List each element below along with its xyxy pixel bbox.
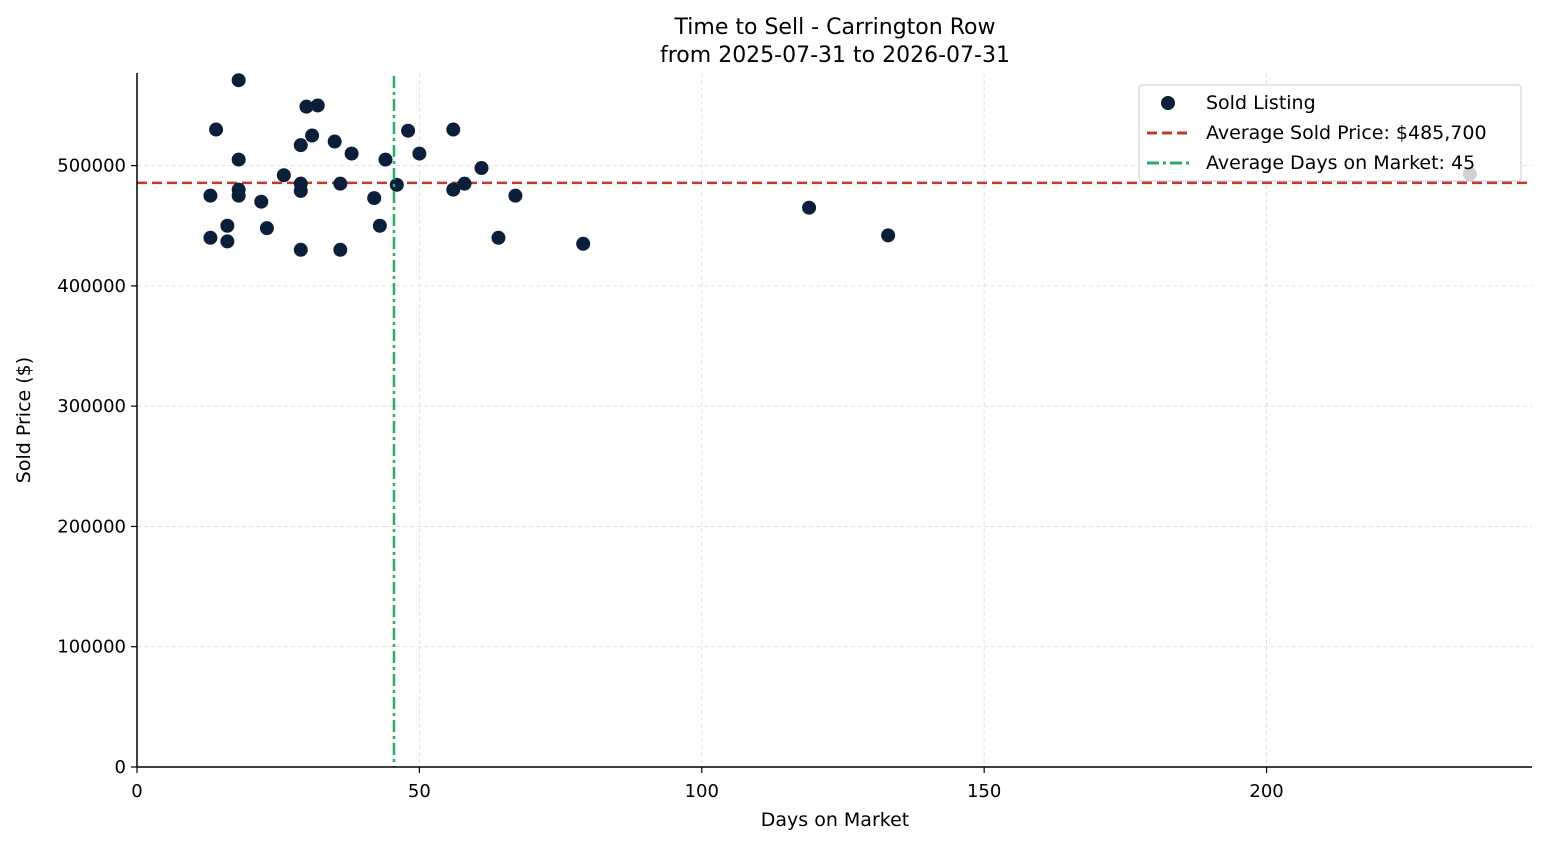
chart-title: Time to Sell - Carrington Row (674, 15, 996, 40)
sold-listing-point (389, 177, 404, 192)
sold-listing-point (446, 182, 461, 197)
sold-listing-point (327, 134, 342, 149)
legend-label-sold: Sold Listing (1206, 92, 1316, 114)
sold-listing-point (259, 221, 274, 236)
sold-listing-point (344, 146, 359, 161)
sold-listing-point (293, 138, 308, 153)
sold-listing-point (412, 146, 427, 161)
y-tick-label: 500000 (57, 156, 126, 177)
sold-listing-point (299, 99, 314, 114)
sold-listing-point (333, 242, 348, 257)
sold-listing-point (209, 122, 224, 137)
sold-listing-point (333, 176, 348, 191)
y-tick-label: 400000 (57, 276, 126, 297)
sold-listing-point (372, 218, 387, 233)
y-tick-label: 0 (115, 757, 126, 778)
sold-listing-point (474, 161, 489, 176)
sold-listing-point (367, 191, 382, 206)
y-tick-label: 300000 (57, 396, 126, 417)
sold-listing-point (378, 152, 393, 167)
x-axis-label: Days on Market (761, 809, 909, 831)
sold-listing-point (220, 218, 235, 233)
sold-listing-point (401, 123, 416, 138)
x-tick-label: 100 (685, 781, 719, 802)
sold-listing-point (276, 168, 291, 183)
sold-listing-point (203, 188, 218, 203)
x-tick-label: 200 (1249, 781, 1283, 802)
x-tick-label: 50 (408, 781, 431, 802)
sold-listing-point (446, 122, 461, 137)
legend: Sold Listing Average Sold Price: $485,70… (1138, 84, 1522, 182)
points-layer (203, 73, 1477, 257)
sold-listing-point (310, 98, 325, 113)
sold-listing-point (231, 188, 246, 203)
ticks: 0 50 100 150 200 0 100000 200000 300000 400000 500… (57, 156, 1283, 802)
sold-listing-point (203, 230, 218, 245)
sold-listing-point (491, 230, 506, 245)
sold-listing-point (231, 152, 246, 167)
sold-listing-point (576, 236, 591, 251)
y-tick-label: 200000 (57, 516, 126, 537)
sold-listing-point (254, 194, 269, 209)
legend-marker-sold (1161, 96, 1175, 110)
sold-listing-point (231, 73, 246, 88)
sold-listing-point (293, 242, 308, 257)
sold-listing-point (305, 128, 320, 143)
sold-listing-point (881, 228, 896, 243)
axes (136, 73, 1532, 768)
y-tick-label: 100000 (57, 637, 126, 658)
x-tick-label: 0 (131, 781, 142, 802)
sold-listing-point (457, 176, 472, 191)
y-axis-label: Sold Price ($) (13, 357, 35, 483)
legend-box (1138, 84, 1522, 182)
sold-listing-point (293, 183, 308, 198)
legend-label-avg-days: Average Days on Market: 45 (1206, 152, 1475, 174)
sold-listing-point (802, 200, 817, 215)
x-tick-label: 150 (967, 781, 1001, 802)
chart-subtitle: from 2025-07-31 to 2026-07-31 (660, 43, 1010, 68)
legend-label-avg-price: Average Sold Price: $485,700 (1206, 122, 1487, 144)
sold-listing-point (220, 234, 235, 249)
sold-listing-point (508, 188, 523, 203)
